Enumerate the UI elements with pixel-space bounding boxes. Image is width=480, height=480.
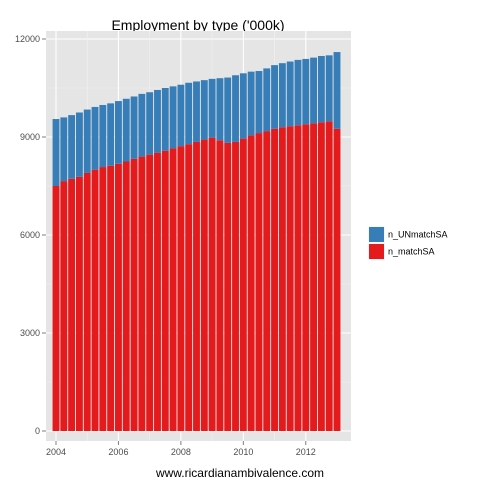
bar-n-matchsa — [177, 146, 185, 431]
bar-n-unmatchsa — [99, 104, 107, 168]
bar-n-matchsa — [154, 152, 161, 431]
bar-n-matchsa — [239, 138, 247, 431]
bar-n-matchsa — [122, 161, 130, 431]
bar-n-matchsa — [294, 125, 302, 432]
y-tick-label: 6000 — [20, 230, 40, 240]
bar-n-unmatchsa — [75, 112, 83, 177]
bar-n-unmatchsa — [68, 115, 76, 179]
bar-n-matchsa — [208, 137, 216, 432]
legend-swatch — [369, 227, 384, 242]
bar-n-unmatchsa — [239, 73, 247, 139]
bar-n-unmatchsa — [185, 82, 193, 145]
bar-n-matchsa — [60, 181, 68, 431]
bar-n-matchsa — [52, 186, 60, 431]
bar-n-matchsa — [302, 124, 310, 431]
bar-n-unmatchsa — [122, 98, 130, 162]
bar-n-matchsa — [325, 121, 333, 431]
bar-n-unmatchsa — [255, 71, 263, 134]
bar-n-unmatchsa — [107, 103, 115, 166]
bar-n-matchsa — [232, 141, 239, 431]
bar-n-unmatchsa — [161, 88, 169, 151]
y-tick-label: 12000 — [15, 34, 40, 44]
bar-n-unmatchsa — [271, 65, 278, 129]
bar-n-matchsa — [286, 126, 294, 431]
x-tick-label: 2012 — [296, 447, 316, 457]
bar-n-matchsa — [75, 176, 83, 431]
bar-n-unmatchsa — [325, 55, 333, 122]
bar-n-unmatchsa — [200, 80, 208, 140]
bar-n-unmatchsa — [208, 78, 216, 138]
y-tick-label: 3000 — [20, 328, 40, 338]
legend-swatch — [369, 244, 384, 259]
bar-n-unmatchsa — [302, 58, 310, 125]
bar-n-matchsa — [263, 131, 271, 431]
x-tick-label: 2008 — [171, 447, 191, 457]
bar-n-matchsa — [333, 128, 341, 432]
bar-n-unmatchsa — [91, 106, 99, 170]
bar-n-matchsa — [83, 172, 91, 431]
bar-n-unmatchsa — [146, 92, 154, 155]
axes: 0 3000 6000 9000 12000 2004 2006 2008 2010 2012 — [15, 34, 316, 457]
bar-n-matchsa — [317, 122, 325, 432]
bar-n-matchsa — [161, 150, 169, 431]
bar-n-unmatchsa — [278, 63, 286, 128]
bar-n-matchsa — [169, 148, 177, 431]
bar-n-unmatchsa — [115, 101, 122, 164]
bar-n-unmatchsa — [138, 93, 146, 157]
bar-n-matchsa — [68, 178, 76, 431]
legend: n_UNmatchSA n_matchSA — [367, 225, 448, 261]
bar-n-unmatchsa — [333, 52, 341, 129]
bar-n-unmatchsa — [154, 89, 161, 153]
bar-n-unmatchsa — [232, 75, 239, 142]
bar-n-unmatchsa — [224, 77, 232, 143]
bar-n-matchsa — [91, 169, 99, 431]
bar-n-matchsa — [107, 165, 115, 431]
chart-caption: www.ricardianambivalence.com — [155, 466, 324, 480]
bar-n-matchsa — [247, 135, 255, 431]
bar-n-unmatchsa — [177, 84, 185, 147]
bar-n-unmatchsa — [169, 86, 177, 149]
bar-n-matchsa — [99, 167, 107, 431]
bar-n-matchsa — [130, 158, 138, 432]
bar-n-unmatchsa — [60, 117, 68, 182]
bar-n-unmatchsa — [317, 55, 325, 123]
x-tick-label: 2004 — [46, 447, 66, 457]
bar-n-unmatchsa — [193, 81, 200, 142]
bar-n-matchsa — [271, 128, 278, 432]
x-tick-label: 2010 — [233, 447, 253, 457]
bar-n-matchsa — [255, 133, 263, 431]
bar-n-matchsa — [216, 140, 224, 431]
bar-n-matchsa — [278, 127, 286, 431]
bar-n-unmatchsa — [52, 119, 60, 186]
bar-n-matchsa — [200, 139, 208, 431]
legend-label: n_matchSA — [388, 247, 435, 257]
bars — [52, 52, 341, 432]
y-tick-label: 9000 — [20, 132, 40, 142]
x-tick-label: 2006 — [108, 447, 128, 457]
bar-n-unmatchsa — [286, 61, 294, 127]
bar-n-unmatchsa — [247, 71, 255, 136]
bar-n-matchsa — [185, 144, 193, 432]
bar-n-matchsa — [310, 123, 318, 431]
chart-title: Employment by type ('000k) — [111, 17, 284, 33]
bar-n-matchsa — [138, 156, 146, 431]
bar-n-matchsa — [193, 141, 200, 431]
bar-n-matchsa — [224, 142, 232, 431]
bar-n-matchsa — [146, 154, 154, 431]
bar-n-unmatchsa — [130, 96, 138, 159]
bar-n-unmatchsa — [216, 78, 224, 141]
y-tick-label: 0 — [35, 426, 40, 436]
bar-n-unmatchsa — [83, 109, 91, 173]
bar-n-unmatchsa — [263, 68, 271, 132]
bar-n-unmatchsa — [294, 59, 302, 126]
bar-n-matchsa — [115, 163, 122, 431]
legend-label: n_UNmatchSA — [388, 230, 448, 240]
bar-n-unmatchsa — [310, 57, 318, 124]
